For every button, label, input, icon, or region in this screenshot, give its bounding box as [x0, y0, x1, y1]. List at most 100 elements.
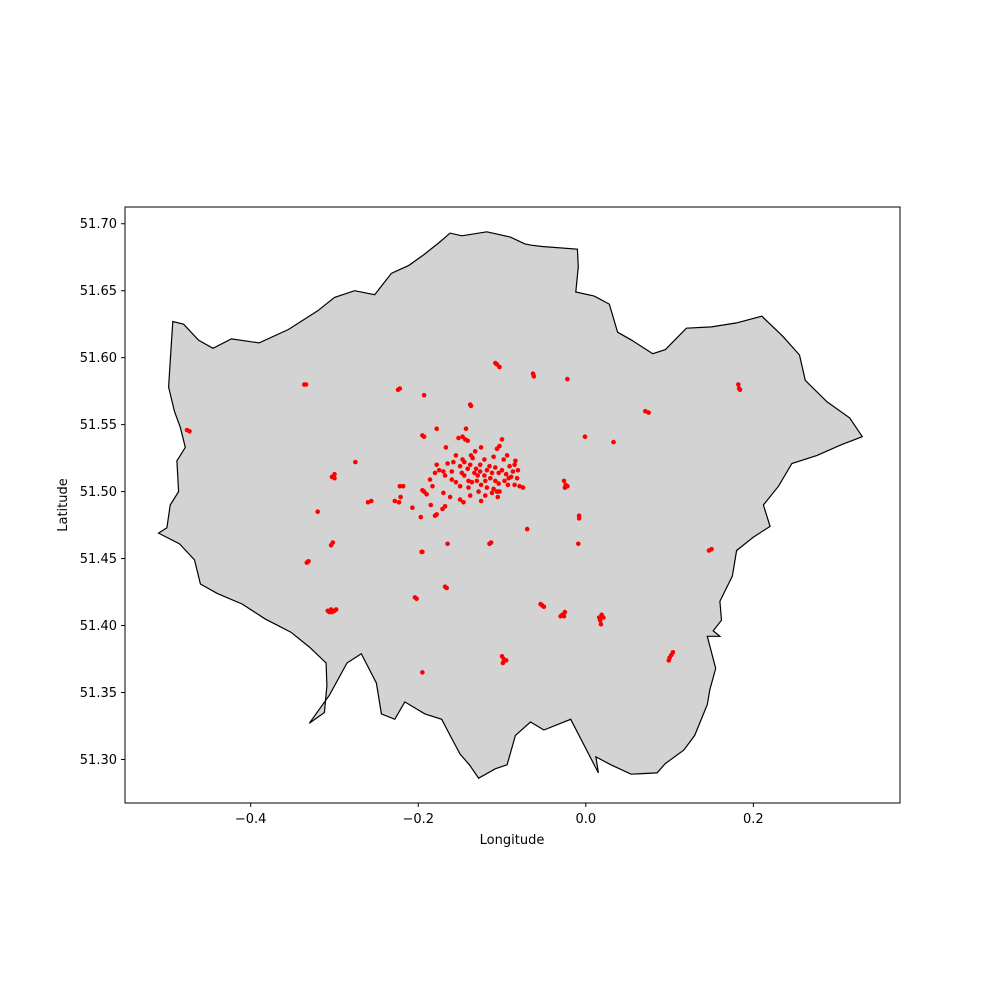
- x-tick-label: 0.0: [575, 812, 596, 827]
- data-point: [460, 457, 465, 462]
- data-point: [483, 493, 488, 498]
- data-point: [328, 542, 334, 548]
- data-point: [453, 479, 459, 485]
- y-tick-label: 51.30: [80, 753, 117, 768]
- y-tick-label: 51.55: [80, 418, 117, 433]
- data-point: [503, 658, 509, 663]
- data-point: [576, 516, 582, 521]
- y-tick-label: 51.35: [80, 686, 117, 701]
- data-point: [444, 585, 450, 591]
- data-point: [467, 493, 473, 498]
- data-point: [582, 434, 588, 440]
- data-point: [474, 478, 480, 484]
- data-point: [457, 463, 463, 469]
- data-point: [441, 490, 446, 496]
- data-point: [503, 471, 509, 477]
- data-point: [489, 490, 495, 496]
- data-point: [420, 670, 425, 675]
- y-tick-label: 51.65: [80, 284, 117, 299]
- data-point: [457, 483, 463, 489]
- y-tick-label: 51.60: [80, 351, 117, 366]
- data-point: [497, 364, 502, 370]
- data-point: [463, 426, 469, 432]
- data-point: [468, 403, 474, 409]
- data-point: [449, 477, 455, 482]
- data-point: [515, 467, 521, 473]
- data-point: [646, 410, 651, 415]
- data-point: [428, 502, 434, 508]
- data-point: [495, 494, 501, 500]
- data-point: [499, 437, 505, 442]
- data-point: [418, 514, 424, 520]
- data-point: [397, 483, 403, 489]
- y-tick-label: 51.70: [80, 217, 117, 232]
- data-point: [478, 445, 484, 450]
- london-boundary-shape: [157, 231, 864, 779]
- data-point: [513, 458, 518, 464]
- data-point: [484, 485, 490, 490]
- data-point: [467, 462, 473, 468]
- data-point: [424, 492, 429, 497]
- data-point: [737, 387, 743, 393]
- data-point: [502, 478, 507, 484]
- data-point: [484, 467, 490, 473]
- data-point: [332, 475, 337, 481]
- data-point: [421, 392, 427, 398]
- data-point: [432, 513, 438, 518]
- data-point: [488, 475, 493, 481]
- data-point: [472, 470, 477, 476]
- data-point: [483, 478, 488, 484]
- axes-frame: [124, 206, 901, 804]
- x-axis-label: Longitude: [480, 833, 545, 848]
- data-points: [184, 360, 743, 675]
- data-point: [491, 454, 496, 460]
- data-point: [501, 457, 507, 462]
- data-point: [494, 489, 500, 494]
- data-point: [466, 485, 471, 490]
- data-point: [315, 509, 321, 514]
- data-point: [482, 473, 487, 478]
- data-point: [491, 486, 496, 492]
- data-point: [430, 483, 435, 489]
- data-point: [598, 621, 604, 627]
- data-point: [562, 609, 568, 615]
- data-point: [414, 596, 419, 602]
- data-point: [400, 483, 406, 489]
- data-point: [440, 506, 445, 512]
- data-point: [504, 453, 510, 458]
- data-point: [531, 374, 537, 379]
- data-point: [478, 498, 484, 504]
- data-point: [396, 500, 402, 505]
- data-point: [395, 387, 401, 393]
- data-point: [451, 459, 456, 465]
- y-tick-label: 51.45: [80, 552, 117, 567]
- data-point: [596, 615, 602, 620]
- data-point: [505, 482, 511, 488]
- data-point: [561, 613, 567, 619]
- plot-area: [157, 231, 864, 779]
- data-point: [496, 481, 502, 486]
- data-point: [478, 482, 484, 488]
- data-point: [507, 463, 512, 469]
- y-axis-ticks: 51.30 51.35 51.40 51.45 51.50 51.55 51.60 51.65…: [80, 217, 125, 768]
- data-point: [514, 475, 520, 481]
- data-point: [427, 477, 433, 482]
- data-point: [493, 478, 498, 484]
- data-point: [493, 465, 498, 470]
- data-point: [562, 485, 568, 490]
- data-point: [475, 473, 481, 478]
- data-point: [187, 429, 192, 434]
- data-point: [445, 541, 450, 547]
- data-point: [541, 604, 547, 610]
- x-axis-ticks: −0.4 −0.2 0.0 0.2: [235, 803, 764, 827]
- data-point: [494, 446, 500, 452]
- data-point: [520, 485, 526, 490]
- data-point: [392, 498, 398, 504]
- data-point: [477, 469, 483, 474]
- data-point: [443, 445, 449, 450]
- data-point: [601, 615, 606, 620]
- y-tick-label: 51.40: [80, 619, 117, 634]
- data-point: [465, 466, 471, 472]
- data-point: [328, 607, 334, 612]
